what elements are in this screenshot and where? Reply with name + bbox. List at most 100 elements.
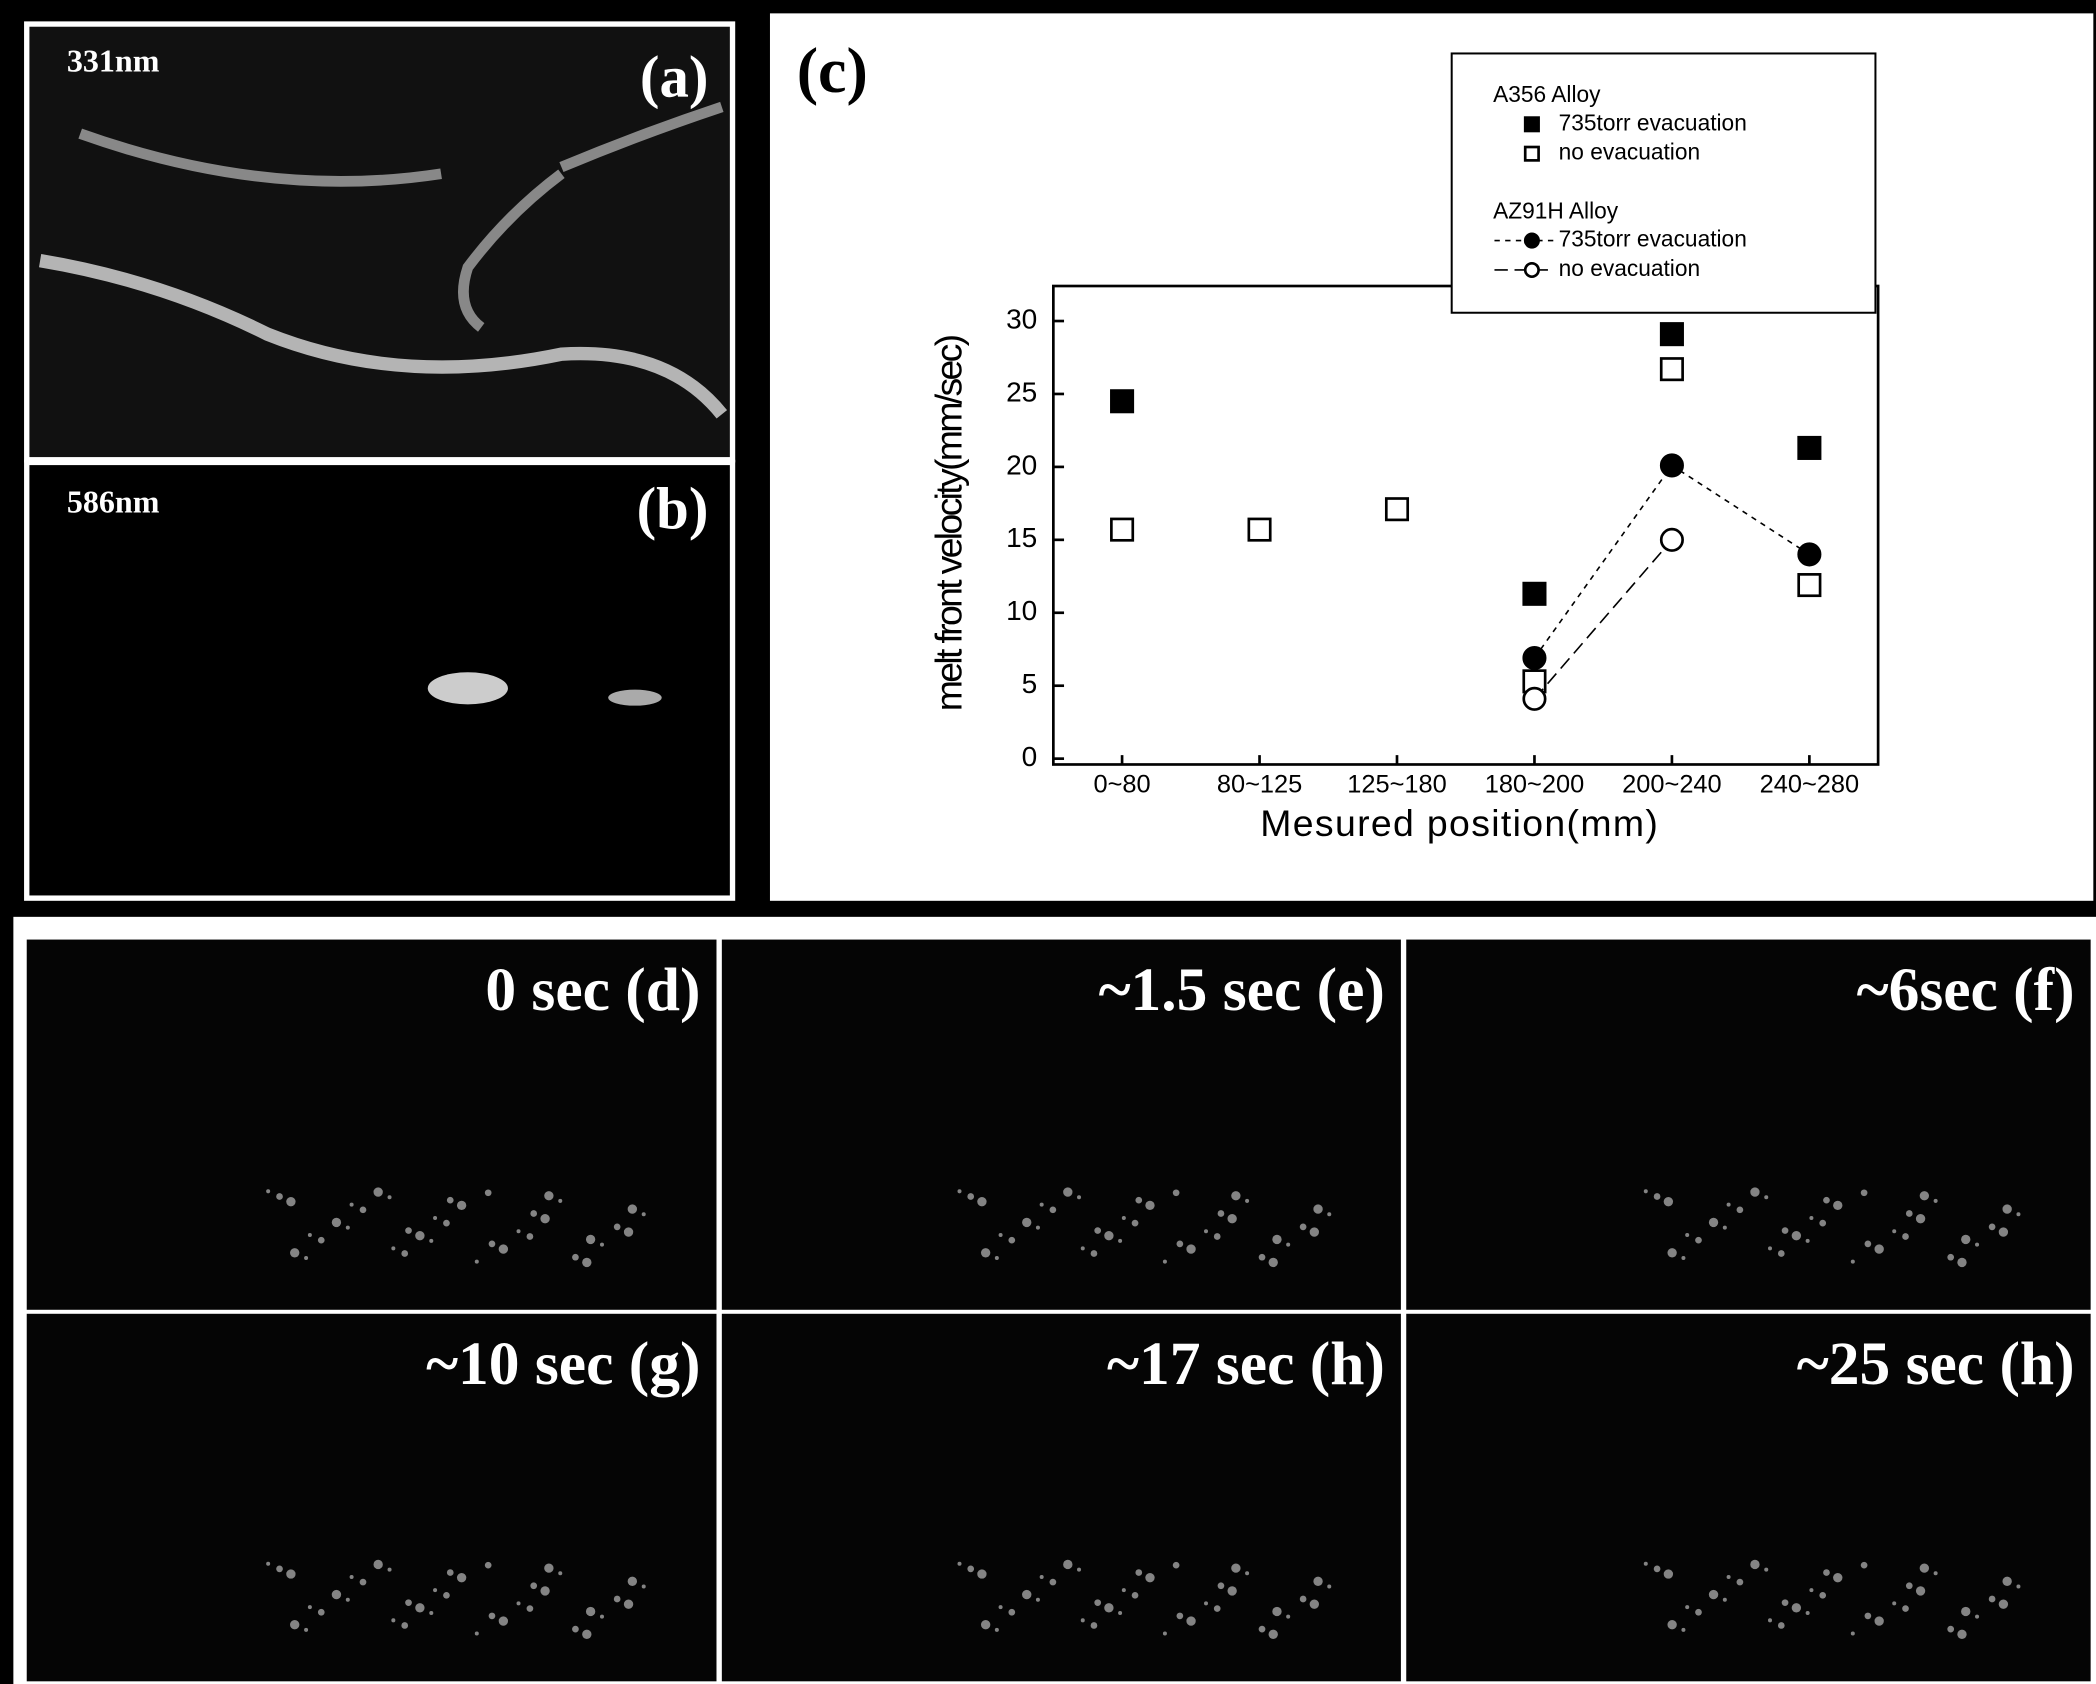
speck xyxy=(1131,1591,1139,1599)
speck xyxy=(623,1227,634,1237)
speck xyxy=(967,1565,975,1573)
frame-image xyxy=(1406,1313,2091,1682)
speck xyxy=(641,1584,646,1589)
x-tick-label: 125~180 xyxy=(1347,771,1447,799)
speck xyxy=(1850,1259,1855,1264)
speck xyxy=(1118,1238,1123,1243)
speck xyxy=(1213,1233,1221,1240)
speck xyxy=(484,1189,492,1197)
marker xyxy=(1523,116,1540,133)
speck xyxy=(558,1571,563,1576)
speck xyxy=(1039,1574,1044,1579)
speck xyxy=(474,1259,479,1264)
speck xyxy=(558,1198,563,1203)
speck xyxy=(1663,1569,1674,1579)
wavelength-label: 331nm xyxy=(67,43,160,79)
legend-group: A356 Alloy xyxy=(1493,81,1601,107)
speck xyxy=(582,1629,592,1639)
legend-label: no evacuation xyxy=(1559,255,1700,281)
speck xyxy=(1035,1225,1040,1230)
speck xyxy=(1695,1236,1702,1244)
speck xyxy=(1708,1217,1719,1228)
speck xyxy=(1643,1561,1648,1566)
marker xyxy=(1522,686,1547,711)
speck xyxy=(998,1605,1003,1610)
speck xyxy=(1272,1234,1282,1245)
speck xyxy=(1186,1616,1196,1626)
speck xyxy=(1667,1248,1677,1258)
speck xyxy=(582,1257,592,1268)
speck xyxy=(1667,1620,1677,1630)
speck xyxy=(1090,1622,1098,1629)
x-tick-label: 0~80 xyxy=(1093,771,1150,799)
speck xyxy=(530,1210,538,1217)
speck xyxy=(1231,1191,1241,1201)
fiber xyxy=(39,254,728,419)
speck xyxy=(1204,1229,1209,1234)
speck xyxy=(1695,1608,1702,1616)
speck xyxy=(1135,1569,1143,1576)
marker xyxy=(1523,261,1540,278)
speck xyxy=(1933,1571,1938,1576)
speck xyxy=(1131,1219,1139,1227)
speck xyxy=(387,1567,392,1572)
panel-label: (b) xyxy=(637,476,709,541)
speck xyxy=(1988,1595,1996,1603)
marker xyxy=(1247,517,1272,542)
marker xyxy=(1797,542,1822,567)
speck xyxy=(1118,1610,1123,1615)
marker xyxy=(1523,232,1540,249)
frame-label: 0 sec (d) xyxy=(485,956,700,1024)
panel-a-image xyxy=(24,21,736,463)
speck xyxy=(1902,1605,1909,1612)
speck xyxy=(572,1253,579,1261)
marker xyxy=(1110,517,1135,542)
speck xyxy=(1819,1591,1827,1599)
speck xyxy=(1227,1214,1237,1224)
speck xyxy=(1309,1227,1319,1237)
speck xyxy=(1080,1618,1085,1623)
speck xyxy=(1653,1565,1661,1573)
speck xyxy=(1008,1236,1016,1244)
speck xyxy=(1217,1210,1225,1217)
speck xyxy=(1833,1200,1843,1211)
speck xyxy=(1685,1605,1690,1610)
speck xyxy=(1653,1193,1661,1200)
legend-group: AZ91H Alloy xyxy=(1493,198,1619,224)
speck xyxy=(1063,1187,1073,1197)
speck xyxy=(1135,1196,1143,1204)
speck xyxy=(1947,1253,1955,1261)
speck xyxy=(286,1569,296,1579)
speck xyxy=(572,1625,579,1633)
speck xyxy=(994,1627,999,1632)
panel-label: (c) xyxy=(797,35,868,106)
x-tick-label: 240~280 xyxy=(1760,771,1860,799)
speck xyxy=(1286,1242,1291,1247)
x-tick-label: 180~200 xyxy=(1485,771,1585,799)
speck xyxy=(307,1232,312,1237)
y-tick-label: 0 xyxy=(1022,741,1038,772)
speck xyxy=(2002,1576,2012,1587)
speck xyxy=(401,1622,409,1629)
speck xyxy=(1975,1614,1980,1619)
speck xyxy=(1090,1250,1098,1257)
x-tick-label: 200~240 xyxy=(1622,771,1722,799)
speck xyxy=(456,1573,467,1583)
speck xyxy=(1094,1227,1102,1234)
speck xyxy=(1860,1561,1868,1569)
speck xyxy=(429,1238,434,1243)
x-axis-title: Mesured position(mm) xyxy=(1260,802,1659,844)
marker xyxy=(1659,453,1684,478)
speck xyxy=(526,1605,534,1612)
speck xyxy=(1063,1559,1073,1570)
marker xyxy=(1659,322,1684,347)
speck xyxy=(1258,1253,1266,1261)
speck xyxy=(1172,1561,1180,1569)
speck xyxy=(977,1196,987,1207)
speck xyxy=(1919,1191,1930,1201)
speck xyxy=(1008,1608,1016,1616)
speck xyxy=(290,1248,300,1258)
speck xyxy=(1791,1231,1802,1241)
